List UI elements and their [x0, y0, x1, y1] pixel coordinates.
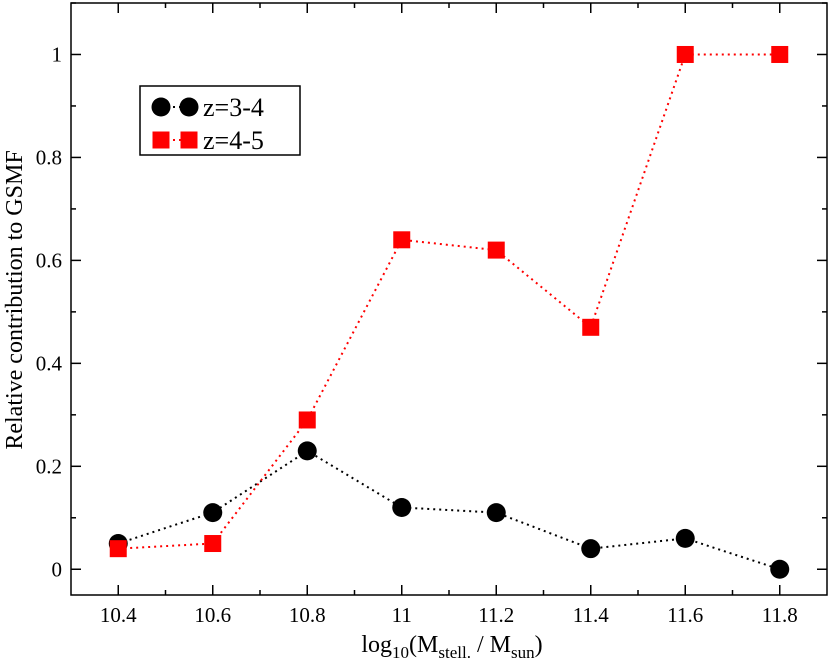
x-tick-label: 11.4: [573, 603, 609, 627]
legend-marker: [179, 97, 199, 117]
x-tick-label: 11.2: [478, 603, 514, 627]
x-tick-label: 11: [392, 603, 412, 627]
legend: z=3-4 z=4-5: [139, 85, 301, 156]
data-point: [298, 411, 316, 429]
data-point: [203, 503, 223, 523]
data-point: [676, 45, 694, 63]
data-point: [770, 559, 790, 579]
series-line: [118, 53, 780, 550]
y-tick-label: 0.8: [36, 145, 62, 169]
data-point: [771, 45, 789, 63]
x-axis-label-middle: / M: [471, 632, 511, 658]
y-tick-label: 1: [52, 42, 63, 66]
data-point: [204, 535, 222, 553]
legend-item: z=4-5: [152, 126, 264, 155]
data-point: [581, 539, 601, 559]
x-tick-label: 11.8: [762, 603, 798, 627]
legend-marker: [180, 131, 198, 149]
x-tick-label: 10.4: [100, 603, 137, 627]
data-point: [297, 441, 317, 461]
x-tick-label: 10.6: [194, 603, 231, 627]
data-point: [486, 503, 506, 523]
y-tick-label: 0.4: [36, 351, 63, 375]
legend-marker: [151, 97, 171, 117]
data-point: [109, 540, 127, 558]
x-tick-label: 10.8: [289, 603, 326, 627]
x-axis-label-base-subscript: 10: [392, 643, 409, 662]
series-2: [109, 45, 789, 558]
legend-label: z=3-4: [203, 93, 264, 122]
x-axis-label-numerator-subscript: stell.: [438, 643, 471, 662]
series-1: [108, 441, 790, 579]
legend-label: z=4-5: [203, 126, 264, 155]
y-tick-label: 0: [52, 557, 63, 581]
x-axis-label-open: (M: [409, 632, 438, 658]
y-tick-label: 0.6: [36, 248, 62, 272]
data-point: [675, 528, 695, 548]
x-axis-label-base: log: [361, 632, 392, 658]
x-axis-label-denominator-subscript: sun: [511, 643, 535, 662]
data-point: [393, 231, 411, 249]
y-axis-label: Relative contribution to GSMF: [2, 150, 28, 449]
x-axis-label: log10(Mstell. / Msun): [361, 632, 542, 662]
legend-marker: [152, 131, 170, 149]
x-tick-label: 11.6: [667, 603, 703, 627]
data-point: [487, 241, 505, 259]
legend-item: z=3-4: [151, 93, 264, 122]
x-axis-label-close: ): [535, 632, 543, 658]
data-point: [392, 497, 412, 517]
data-point: [582, 318, 600, 336]
y-tick-label: 0.2: [36, 454, 62, 478]
